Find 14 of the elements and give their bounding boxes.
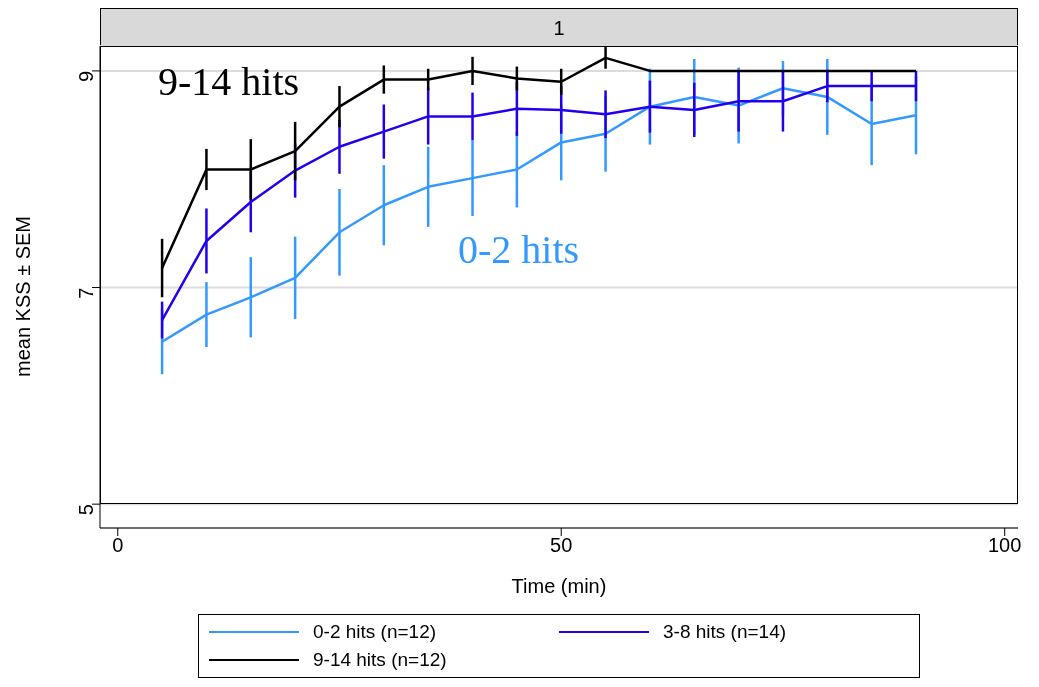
legend-label: 0-2 hits (n=12) [313, 621, 437, 643]
x-tick-label: 0 [112, 534, 124, 557]
legend-label: 3-8 hits (n=14) [663, 621, 787, 643]
x-tick-label: 50 [550, 534, 573, 557]
chart-title: 1 [100, 8, 1018, 46]
x-tick-label: 100 [988, 534, 1022, 557]
y-tick-label: 7 [75, 287, 98, 299]
y-tick-label: 5 [75, 504, 98, 516]
legend-label: 9-14 hits (n=12) [313, 649, 447, 671]
annotation: 0-2 hits [458, 226, 580, 273]
y-tick-label: 9 [75, 70, 98, 83]
y-axis-title: mean KSS ± SEM [12, 215, 35, 377]
x-axis-title: Time (min) [511, 575, 607, 597]
annotation: 9-14 hits [158, 58, 300, 105]
